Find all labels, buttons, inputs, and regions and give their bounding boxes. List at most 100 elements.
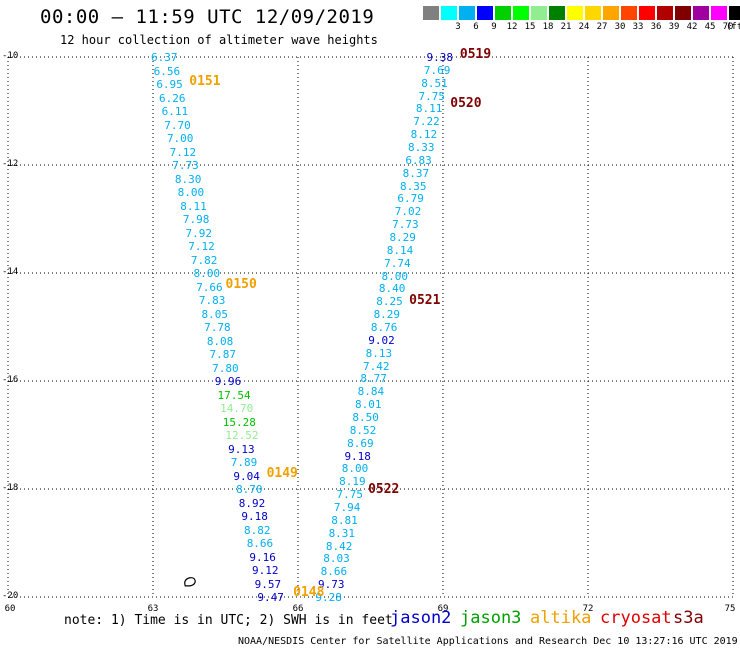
pass-time-label: 0521 (409, 293, 441, 308)
legend-swatch-label: 42 (686, 22, 698, 32)
wave-height-value: 8.11 (180, 199, 207, 213)
legend-swatch-label: 39 (668, 22, 680, 32)
wave-height-value: 17.54 (217, 388, 251, 402)
wave-height-value: 8.33 (407, 141, 435, 154)
wave-height-value: 8.52 (349, 423, 377, 437)
page-title: 00:00 – 11:59 UTC 12/09/2019 (40, 6, 375, 28)
wave-height-value: 7.12 (188, 240, 215, 253)
lon-label: 69 (437, 604, 449, 614)
wave-height-value: 8.42 (325, 539, 353, 553)
wave-height-value: 9.18 (344, 449, 371, 463)
lat-label: -12 (2, 159, 19, 169)
wave-height-value: 7.22 (413, 115, 440, 129)
legend-swatch (602, 5, 620, 21)
note-text: note: 1) Time is in UTC; 2) SWH is in fe… (64, 613, 393, 628)
wave-height-value: 8.35 (400, 179, 427, 193)
wave-height-value: 7.75 (336, 488, 364, 502)
pass-time-label: 0150 (225, 276, 257, 292)
satellite-legend-altika: altika (530, 608, 592, 628)
wave-height-value: 7.87 (209, 348, 236, 361)
pass-time-label: 0149 (266, 465, 298, 481)
wave-height-value: 8.66 (320, 565, 348, 579)
wave-height-value: 9.16 (249, 550, 276, 564)
wave-height-value: 6.11 (161, 105, 189, 118)
legend-swatch (530, 5, 548, 21)
legend-swatch-label: 70 (722, 22, 734, 32)
wave-height-value: 6.83 (405, 153, 432, 167)
legend-unit: (ft) (726, 22, 740, 32)
wave-height-value: 8.92 (238, 496, 266, 510)
wave-height-value: 8.19 (339, 475, 366, 489)
wave-height-value: 8.05 (201, 307, 229, 321)
wave-height-value: 9.96 (214, 375, 242, 388)
wave-height-value: 7.80 (212, 361, 239, 375)
wave-height-value: 7.70 (164, 118, 191, 132)
wave-height-value: 8.00 (177, 186, 205, 199)
legend-swatch-label: 18 (542, 22, 554, 32)
legend-swatch-label: 21 (560, 22, 572, 32)
wave-height-value: 8.69 (347, 436, 374, 450)
wave-height-value: 7.75 (418, 89, 446, 103)
wave-height-value: 8.00 (381, 269, 409, 283)
wave-height-value: 8.51 (421, 76, 448, 90)
wave-height-value: 7.00 (166, 132, 194, 145)
wave-height-value: 14.70 (220, 402, 254, 415)
wave-height-value: 8.14 (386, 243, 414, 257)
legend-swatch-label: 45 (704, 22, 716, 32)
legend-swatch-label: 12 (506, 22, 518, 32)
legend-swatch-label: 24 (578, 22, 590, 32)
lat-label: -18 (2, 483, 19, 493)
wave-height-value: 8.37 (402, 166, 430, 180)
pass-time-label: 0148 (293, 584, 325, 600)
wave-height-value: 8.01 (355, 398, 382, 412)
wave-height-value: 7.78 (204, 321, 231, 334)
legend-swatch (728, 5, 740, 21)
wave-height-value: 8.29 (373, 308, 401, 322)
wave-height-value: 8.03 (323, 552, 350, 566)
wave-height-value: 12.52 (225, 429, 259, 442)
satellite-legend-s3a: s3a (673, 608, 704, 628)
wave-height-value: 9.12 (252, 564, 279, 577)
wave-height-value: 15.28 (222, 415, 256, 429)
wave-height-value: 7.82 (190, 253, 218, 267)
wave-height-value: 7.73 (172, 159, 199, 172)
wave-height-value: 7.73 (392, 218, 419, 232)
legend-swatch (548, 5, 566, 21)
legend-swatch (710, 5, 728, 21)
wave-height-value: 9.73 (317, 578, 345, 592)
wave-height-value: 9.47 (257, 591, 284, 604)
wave-height-value: 9.18 (241, 510, 268, 523)
legend-swatch (638, 5, 656, 21)
wave-height-value: 7.92 (185, 226, 213, 240)
legend-swatch (566, 5, 584, 21)
wave-height-value: 8.40 (378, 282, 406, 296)
lat-label: -16 (2, 375, 19, 385)
wave-height-value: 6.95 (156, 78, 183, 91)
wave-height-value: 7.98 (182, 213, 210, 226)
wave-height-value: 8.70 (236, 483, 263, 496)
wave-height-value: 7.12 (169, 145, 197, 159)
wave-height-value: 9.57 (254, 577, 282, 591)
legend-swatch (494, 5, 512, 21)
lon-label: 75 (724, 604, 736, 614)
wave-height-value: 8.25 (376, 295, 403, 309)
page-subtitle: 12 hour collection of altimeter wave hei… (60, 33, 378, 47)
wave-height-value: 7.94 (333, 501, 361, 514)
wave-height-value: 8.31 (328, 526, 356, 540)
wave-height-value: 7.69 (423, 63, 451, 77)
legend-swatch-label: 27 (596, 22, 608, 32)
legend-swatch (458, 5, 476, 21)
lon-label: 66 (292, 604, 304, 614)
pass-time-label: 0519 (459, 47, 492, 63)
footer-credit: NOAA/NESDIS Center for Satellite Applica… (238, 636, 738, 647)
wave-height-value: 7.42 (362, 359, 390, 373)
legend-swatch (620, 5, 638, 21)
satellite-legend-cryosat: cryosat (600, 608, 672, 628)
wave-height-value: 8.08 (206, 334, 234, 348)
lat-label: -20 (2, 591, 19, 601)
wave-height-value: 6.26 (158, 91, 186, 105)
wave-height-value: 7.74 (384, 256, 411, 270)
legend-swatch (674, 5, 692, 21)
wave-height-value: 9.04 (233, 469, 260, 483)
